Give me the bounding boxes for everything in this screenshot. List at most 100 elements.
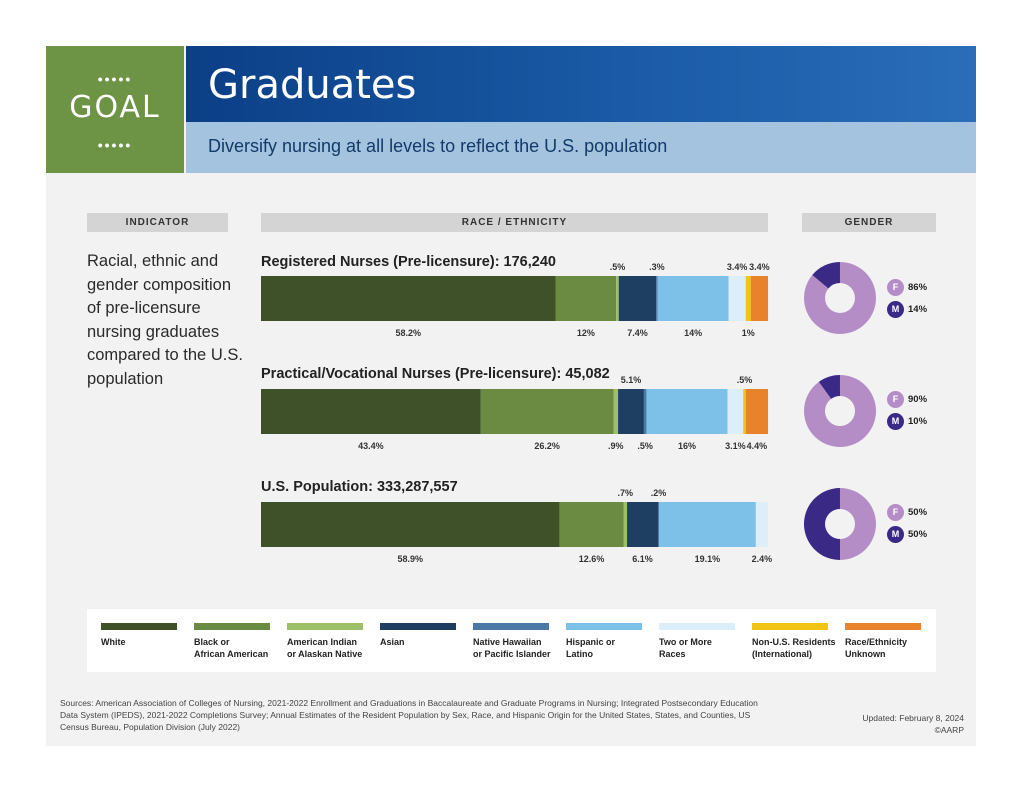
gender-slice-female xyxy=(840,488,876,560)
data-label-black-or-african-american: 12.6% xyxy=(579,554,605,564)
data-label-white: 58.9% xyxy=(398,554,424,564)
bar-title-pvn: Practical/Vocational Nurses (Pre-licensu… xyxy=(261,366,610,382)
legend-item-asian: Asian xyxy=(380,623,468,648)
gender-slice-male xyxy=(803,488,840,560)
goal-label: GOAL xyxy=(69,90,161,125)
female-key-icon: F xyxy=(887,391,904,408)
data-label-race-ethnicity-unknown: 4.4% xyxy=(747,441,768,451)
data-label-hispanic-or-latino: 14% xyxy=(684,328,702,338)
gender-key-us-male: M 50% xyxy=(887,526,927,543)
legend: White Black or African American American … xyxy=(87,609,936,672)
bar-segment-white xyxy=(261,276,556,321)
gender-slice-female xyxy=(804,262,876,335)
data-label-black-or-african-american: 26.2% xyxy=(534,441,560,451)
legend-label: Native Hawaiian or Pacific Islander xyxy=(473,637,551,659)
data-label-american-indian-or-alaskan-native: .5% xyxy=(610,262,626,272)
bar-segment-hispanic-or-latino xyxy=(658,502,756,547)
legend-label: Hispanic or Latino xyxy=(566,637,616,659)
gender-slice-male xyxy=(812,262,840,289)
data-label-hispanic-or-latino: 16% xyxy=(678,441,696,451)
bar-segment-american-indian-or-alaskan-native xyxy=(623,502,628,547)
male-key-icon: M xyxy=(887,301,904,318)
bar-segment-asian xyxy=(618,389,644,434)
race-header: RACE / ETHNICITY xyxy=(261,213,768,232)
bar-segment-native-hawaiian-or-pacific-islander xyxy=(657,502,659,547)
data-label-native-hawaiian-or-pacific-islander: .5% xyxy=(637,441,653,451)
legend-item-american-indian: American Indian or Alaskan Native xyxy=(287,623,375,660)
data-label-two-or-more-races: 2.4% xyxy=(752,554,773,564)
data-label-non-u-s-residents-international: 1% xyxy=(742,328,755,338)
bar-segment-native-hawaiian-or-pacific-islander xyxy=(656,276,658,321)
bar-segment-hispanic-or-latino xyxy=(657,276,729,321)
data-label-non-u-s-residents-international: .5% xyxy=(737,375,753,385)
bar-segment-asian xyxy=(618,276,657,321)
gender-key-rn-male: M 14% xyxy=(887,301,927,318)
data-label-two-or-more-races: 3.4% xyxy=(727,262,748,272)
data-label-hispanic-or-latino: 19.1% xyxy=(695,554,721,564)
gender-value-us-female: 50% xyxy=(908,507,928,519)
legend-label: Black or African American xyxy=(194,637,269,659)
data-label-black-or-african-american: 12% xyxy=(577,328,595,338)
legend-item-white: White xyxy=(101,623,189,648)
bar-segment-black-or-african-american xyxy=(480,389,614,434)
subtitle-bar: Diversify nursing at all levels to refle… xyxy=(186,122,976,173)
bar-segment-american-indian-or-alaskan-native xyxy=(616,276,619,321)
data-label-american-indian-or-alaskan-native: .9% xyxy=(608,441,624,451)
goal-dots-top: ••••• xyxy=(97,71,133,87)
data-label-race-ethnicity-unknown: 3.4% xyxy=(749,262,770,272)
legend-item-unknown: Race/Ethnicity Unknown xyxy=(845,623,933,660)
data-label-american-indian-or-alaskan-native: .7% xyxy=(618,488,634,498)
data-label-native-hawaiian-or-pacific-islander: .3% xyxy=(649,262,665,272)
gender-key-pvn-male: M 10% xyxy=(887,413,927,430)
legend-swatch xyxy=(194,623,270,630)
data-label-asian: 6.1% xyxy=(632,554,653,564)
legend-swatch xyxy=(659,623,735,630)
title-bar: Graduates xyxy=(186,46,976,122)
bar-title-us: U.S. Population: 333,287,557 xyxy=(261,479,458,495)
female-key-icon: F xyxy=(887,504,904,521)
bar-title-rn: Registered Nurses (Pre-licensure): 176,2… xyxy=(261,254,556,270)
sources-note: Sources: American Association of College… xyxy=(60,698,758,732)
legend-label: White xyxy=(101,637,126,647)
legend-item-non-us: Non-U.S. Residents (International) xyxy=(752,623,840,660)
data-label-two-or-more-races: 3.1% xyxy=(725,441,746,451)
bar-segment-black-or-african-american xyxy=(559,502,624,547)
female-key-icon: F xyxy=(887,279,904,296)
goal-dots-bottom: ••••• xyxy=(97,137,133,153)
legend-swatch xyxy=(287,623,363,630)
legend-swatch xyxy=(566,623,642,630)
copyright: ©AARP xyxy=(934,725,964,735)
bar-segment-hispanic-or-latino xyxy=(646,389,728,434)
updated-date: Updated: February 8, 2024 xyxy=(862,713,964,723)
bar-segment-two-or-more-races xyxy=(728,276,746,321)
page-subtitle: Diversify nursing at all levels to refle… xyxy=(208,136,668,156)
page-title: Graduates xyxy=(208,62,417,108)
gender-key-us-female: F 50% xyxy=(887,504,927,521)
male-key-icon: M xyxy=(887,413,904,430)
legend-label: American Indian or Alaskan Native xyxy=(287,637,363,659)
data-label-asian: 7.4% xyxy=(627,328,648,338)
male-key-icon: M xyxy=(887,526,904,543)
gender-value-rn-female: 86% xyxy=(908,282,928,294)
legend-item-two-or-more: Two or More Races xyxy=(659,623,747,660)
bar-segment-white xyxy=(261,389,481,434)
bar-segment-non-u-s-residents-international xyxy=(743,389,746,434)
gender-value-us-male: 50% xyxy=(908,529,928,541)
bar-segment-two-or-more-races xyxy=(727,389,744,434)
updated-note: Updated: February 8, 2024 ©AARP xyxy=(800,712,964,736)
gender-key-pvn-female: F 90% xyxy=(887,391,927,408)
legend-item-black: Black or African American xyxy=(194,623,282,660)
legend-item-hispanic: Hispanic or Latino xyxy=(566,623,654,660)
legend-swatch xyxy=(380,623,456,630)
bar-segment-native-hawaiian-or-pacific-islander xyxy=(643,389,647,434)
legend-label: Non-U.S. Residents (International) xyxy=(752,637,836,659)
legend-swatch xyxy=(473,623,549,630)
legend-swatch xyxy=(752,623,828,630)
legend-label: Asian xyxy=(380,637,405,647)
bar-segment-race-ethnicity-unknown xyxy=(750,276,768,321)
gender-value-pvn-male: 10% xyxy=(908,416,928,428)
gender-header: GENDER xyxy=(802,213,936,232)
bar-segment-non-u-s-residents-international xyxy=(745,276,751,321)
gender-slice-female xyxy=(804,375,876,447)
